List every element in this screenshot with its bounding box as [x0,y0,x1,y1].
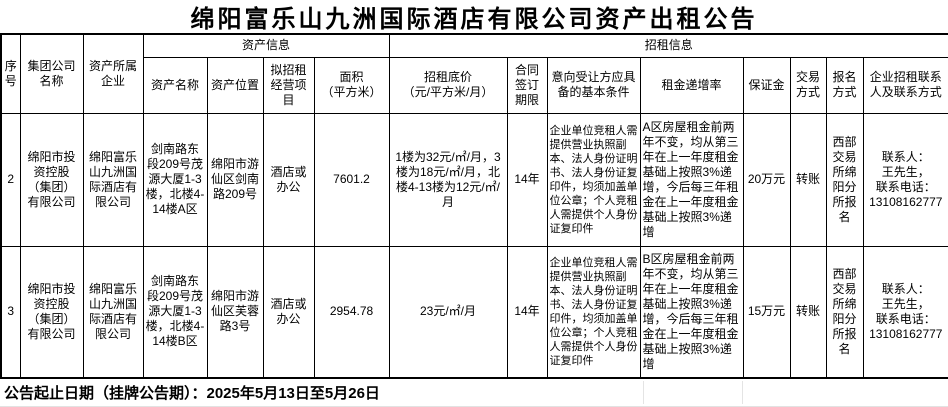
cell-rent-increase: B区房屋租金前两年不变，均从第三年在上一年度租金基础上按照3%递增，今后每三年租… [639,245,744,379]
column-header-transferee-conditions: 意向受让方应具备的基本条件 [546,56,641,114]
group-header-rental-info: 招租信息 [388,33,948,58]
cell-group-company: 绵阳市投资控股（集团）有限公司 [19,112,84,247]
column-header-rent-increase: 租金递增率 [639,56,744,114]
column-header-registration-method: 报名方式 [825,56,864,114]
column-header-asset-owner: 资产所属企业 [82,33,144,114]
detail-header-row: 资产名称 资产位置 拟招租经营项目 面积 （平方米） 招租底价 （元/平方米/月… [1,56,948,114]
group-header-row: 序号 集团公司名称 资产所属企业 资产信息 招租信息 [0,33,948,114]
asset-rental-table: 序号 集团公司名称 资产所属企业 资产信息 招租信息 资产名称 资产位置 拟招租… [0,33,948,379]
cell-group-company: 绵阳市投资控股（集团）有限公司 [19,245,84,379]
column-header-deposit: 保证金 [742,56,791,114]
column-header-serial: 序号 [0,33,21,114]
cell-contract-term: 14年 [506,245,548,379]
cell-transferee-conditions: 企业单位竞租人需提供营业执照副本、法人身份证明书、法人身份证复印件，均须加盖单位… [546,112,641,247]
cell-planned-business: 酒店或办公 [262,245,315,379]
column-header-area: 面积 （平方米） [313,56,390,114]
cell-area: 2954.78 [313,245,390,379]
cell-serial: 2 [0,112,21,247]
announcement-period: 公告起止日期（挂牌公告期）：2025年5月13日至5月26日 [0,379,948,407]
cell-payment-method: 转账 [789,245,827,379]
column-header-base-rent: 招租底价 （元/平方米/月） [388,56,508,114]
cell-base-rent: 1楼为32元/㎡/月，3楼为18元/㎡/月，北楼4-13楼为12元/㎡/月 [388,112,508,247]
cell-serial: 3 [0,245,21,379]
gridline [643,381,644,404]
cell-contract-term: 14年 [506,112,548,247]
cell-asset-location: 绵阳市游仙区剑南路209号 [206,112,264,247]
cell-area: 7601.2 [313,112,390,247]
page-title: 绵阳富乐山九洲国际酒店有限公司资产出租公告 [190,6,758,33]
table-row: 2 绵阳市投资控股（集团）有限公司 绵阳富乐山九洲国际酒店有限公司 剑南路东段2… [0,112,948,247]
cell-payment-method: 转账 [789,112,827,247]
column-header-contract-term: 合同 签订 期限 [506,56,548,114]
cell-contact: 联系人： 王先生， 联系电话： 13108162777 [862,245,948,379]
gridline [742,381,743,404]
column-header-payment-method: 交易方式 [789,56,827,114]
cell-registration-method: 西部交易所绵阳分所报名 [825,245,864,379]
table-row: 3 绵阳市投资控股（集团）有限公司 绵阳富乐山九洲国际酒店有限公司 剑南路东段2… [0,245,948,379]
cell-transferee-conditions: 企业单位竞租人需提供营业执照副本、法人身份证明书、法人身份证复印件，均须加盖单位… [546,245,641,379]
column-header-group-company: 集团公司名称 [19,33,84,114]
cell-contact: 联系人： 王先生， 联系电话： 13108162777 [862,112,948,247]
cell-deposit: 15万元 [742,245,791,379]
cell-rent-increase: A区房屋租金前两年不变，均从第三年在上一年度租金基础上按照3%递增，今后每三年租… [639,112,744,247]
cell-deposit: 20万元 [742,112,791,247]
group-header-asset-info: 资产信息 [142,33,390,58]
cell-asset-owner: 绵阳富乐山九洲国际酒店有限公司 [82,112,144,247]
cell-registration-method: 西部交易所绵阳分所报名 [825,112,864,247]
cell-asset-location: 绵阳市游仙区芙蓉路3号 [206,245,264,379]
column-header-contact: 企业招租联系人及联系方式 [862,56,948,114]
cell-asset-owner: 绵阳富乐山九洲国际酒店有限公司 [82,245,144,379]
cell-base-rent: 23元/㎡/月 [388,245,508,379]
column-header-planned-business: 拟招租经营项目 [262,56,315,114]
cell-asset-name: 剑南路东段209号茂源大厦1-3楼，北楼4-14楼A区 [142,112,208,247]
cell-planned-business: 酒店或办公 [262,112,315,247]
column-header-asset-name: 资产名称 [142,56,208,114]
cell-asset-name: 剑南路东段209号茂源大厦1-3楼，北楼4-14楼B区 [142,245,208,379]
column-header-asset-location: 资产位置 [206,56,264,114]
announcement-period-text: 公告起止日期（挂牌公告期）：2025年5月13日至5月26日 [4,385,380,402]
